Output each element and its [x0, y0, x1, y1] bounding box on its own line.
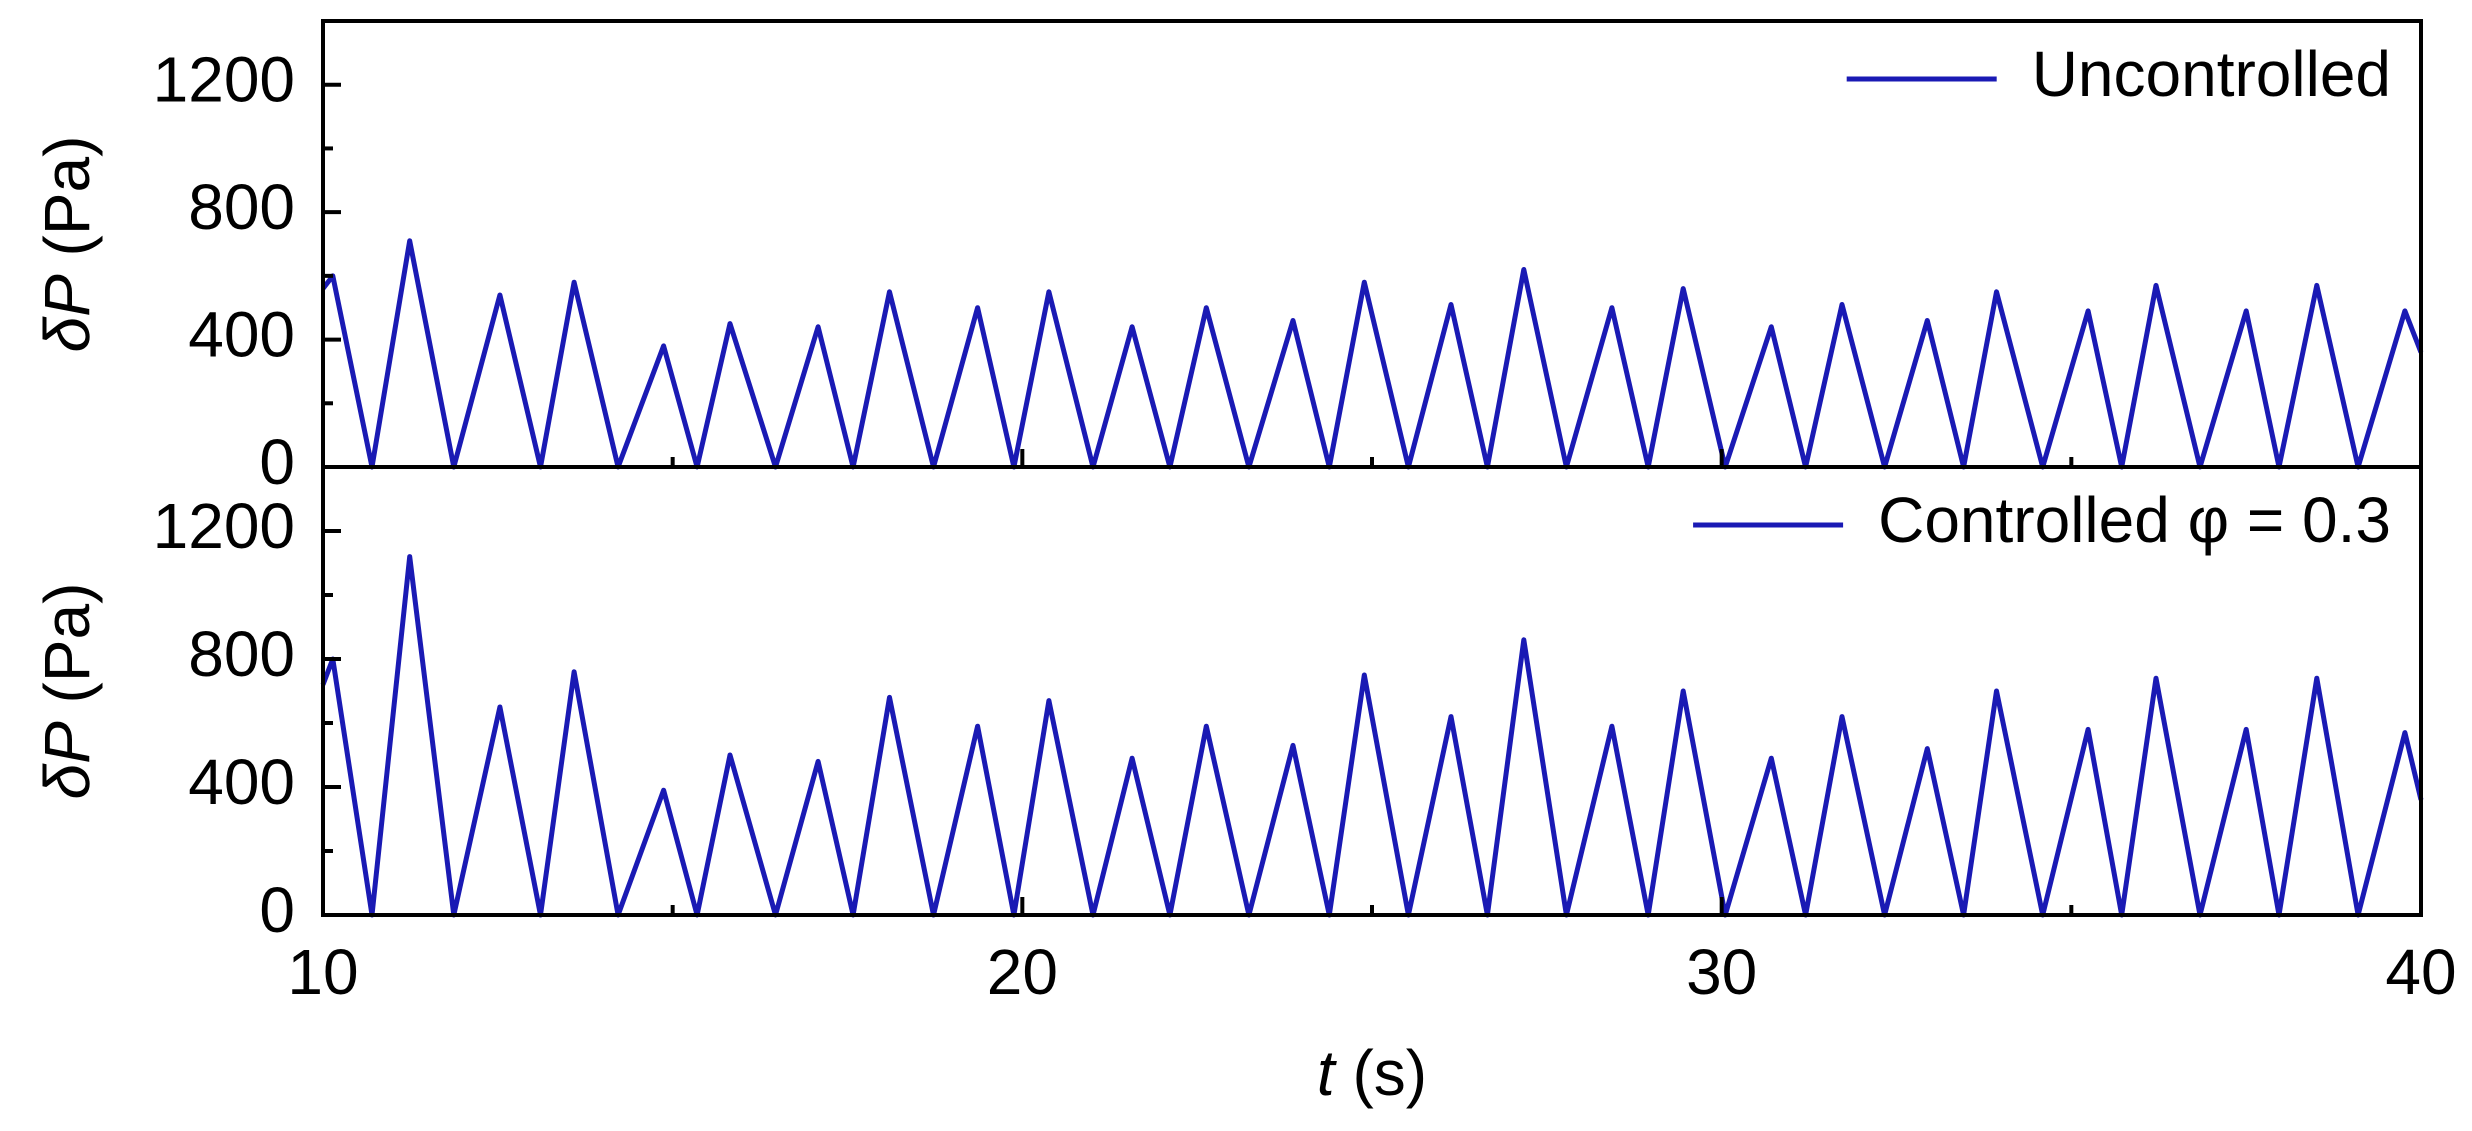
y-tick-label: 0 — [259, 874, 295, 946]
x-axis-label: t (s) — [1317, 1037, 1427, 1109]
x-tick-label: 40 — [2385, 936, 2456, 1008]
data-line — [320, 554, 2424, 918]
x-label-symbol: t — [1317, 1037, 1337, 1109]
y-tick-label: 1200 — [153, 490, 295, 562]
y-tick-label: 800 — [188, 618, 295, 690]
x-tick-label: 30 — [1686, 936, 1757, 1008]
legend-label: Uncontrolled — [2032, 38, 2391, 110]
y-label-symbol: δP — [31, 274, 103, 353]
y-label-symbol: δP — [31, 721, 103, 800]
y-tick-label: 800 — [188, 171, 295, 243]
y-tick-label: 1200 — [153, 44, 295, 116]
y-label-unit: (Pa) — [31, 583, 103, 704]
plot-frame — [321, 465, 2423, 917]
y-label-unit: (Pa) — [31, 136, 103, 257]
y-tick-label: 0 — [259, 426, 295, 498]
y-tick-label: 400 — [188, 298, 295, 370]
y-axis-label: δP (Pa) — [31, 136, 103, 353]
x-label-unit: (s) — [1352, 1037, 1427, 1109]
legend-label: Controlled φ = 0.3 — [1878, 484, 2391, 556]
y-axis-label: δP (Pa) — [31, 583, 103, 800]
x-tick-label: 20 — [987, 936, 1058, 1008]
data-line — [321, 238, 2424, 470]
x-tick-label: 10 — [287, 936, 358, 1008]
y-tick-label: 400 — [188, 746, 295, 818]
